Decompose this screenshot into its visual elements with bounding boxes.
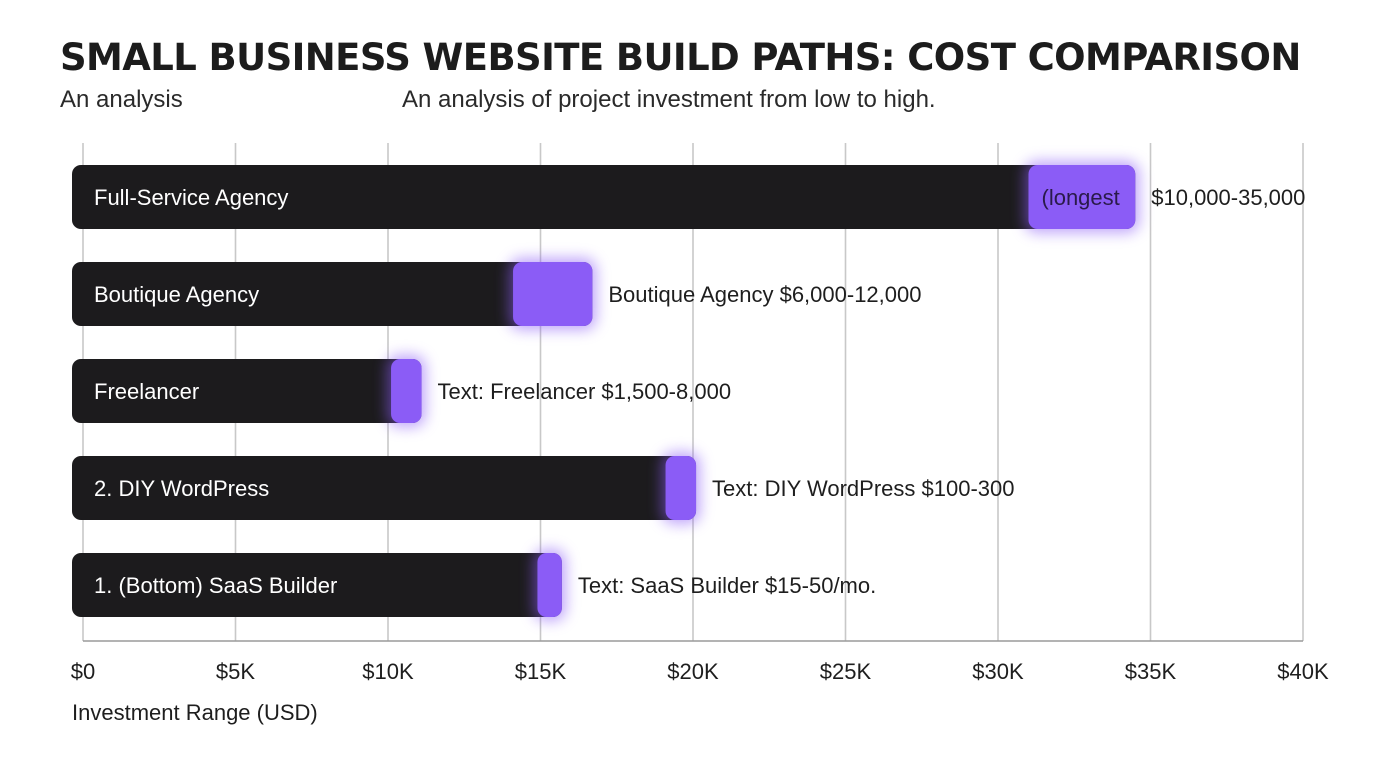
x-tick-label: $5K (216, 659, 255, 684)
bar-category-label: Full-Service Agency (94, 185, 288, 210)
x-tick-label: $25K (820, 659, 872, 684)
x-tick-label: $20K (667, 659, 719, 684)
bar-group: Freelancer Text: Freelancer $1,500-8,000 (72, 355, 731, 427)
x-tick-label: $35K (1125, 659, 1177, 684)
chart-subtitle-left: An analysis (60, 86, 183, 113)
x-tick-label: $30K (972, 659, 1024, 684)
bar (72, 165, 1136, 229)
bar-tag-label: (longest (1042, 185, 1120, 210)
x-axis: $0 $5K $10K $15K $20K $25K $30K $35K $40K (71, 640, 1329, 684)
bar (72, 553, 562, 617)
bar-category-label: Boutique Agency (94, 282, 259, 307)
bar-group: 1. (Bottom) SaaS Builder Text: SaaS Build… (72, 549, 876, 621)
bar-category-label: 1. (Bottom) SaaS Builder (94, 573, 337, 598)
bar-value-label: $10,000-35,000 (1151, 185, 1305, 210)
chart-title: SMALL BUSINESS WEBSITE BUILD PATHS: COST… (60, 36, 1301, 79)
bars: Full-Service Agency (longest $10,000-35,00… (72, 161, 1305, 621)
bar-value-label: Text: DIY WordPress $100-300 (712, 476, 1014, 501)
x-tick-label: $40K (1277, 659, 1329, 684)
bar-group: Boutique Agency Boutique Agency $6,000-12… (72, 258, 922, 330)
bar (72, 262, 593, 326)
x-tick-label: $0 (71, 659, 95, 684)
bar-group: 2. DIY WordPress Text: DIY WordPress $100… (72, 452, 1015, 524)
bar-value-label: Boutique Agency $6,000-12,000 (608, 282, 921, 307)
bar (72, 456, 697, 520)
bar-highlight (665, 456, 697, 520)
bar (72, 359, 422, 423)
x-tick-label: $15K (515, 659, 567, 684)
x-tick-label: $10K (362, 659, 414, 684)
bar-value-label: Text: SaaS Builder $15-50/mo. (578, 573, 876, 598)
chart-subtitle-right: An analysis of project investment from l… (402, 86, 936, 113)
bar-value-label: Text: Freelancer $1,500-8,000 (438, 379, 732, 404)
bar-category-label: 2. DIY WordPress (94, 476, 269, 501)
bar-highlight (1028, 165, 1136, 229)
bar-category-label: Freelancer (94, 379, 199, 404)
bar-highlight (391, 359, 422, 423)
bar-highlight (513, 262, 593, 326)
bar-highlight (537, 553, 562, 617)
bar-group: Full-Service Agency (longest $10,000-35,00… (72, 161, 1305, 233)
x-axis-title: Investment Range (USD) (72, 700, 318, 725)
